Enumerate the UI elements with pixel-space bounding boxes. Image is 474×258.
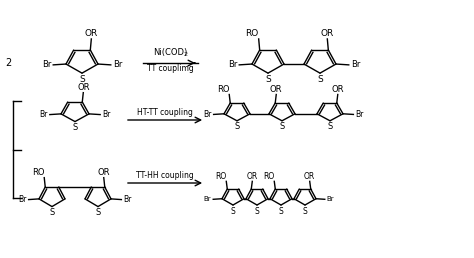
Text: Br: Br bbox=[123, 195, 132, 204]
Text: TT-HH coupling: TT-HH coupling bbox=[136, 171, 194, 180]
Text: 2: 2 bbox=[184, 52, 188, 57]
Text: S: S bbox=[302, 206, 307, 215]
Text: S: S bbox=[265, 75, 271, 84]
Text: RO: RO bbox=[32, 168, 44, 177]
Text: Br: Br bbox=[113, 60, 122, 69]
Text: OR: OR bbox=[246, 172, 258, 181]
Text: Br: Br bbox=[42, 60, 51, 69]
Text: S: S bbox=[95, 208, 100, 217]
Text: S: S bbox=[328, 122, 333, 131]
Text: OR: OR bbox=[270, 85, 283, 94]
Text: Ni(COD): Ni(COD) bbox=[153, 48, 187, 57]
Text: OR: OR bbox=[304, 172, 315, 181]
Text: RO: RO bbox=[217, 85, 229, 94]
Text: S: S bbox=[279, 122, 284, 131]
Text: Br: Br bbox=[351, 60, 360, 69]
Text: OR: OR bbox=[98, 168, 110, 177]
Text: Br: Br bbox=[203, 110, 211, 119]
Text: Br: Br bbox=[356, 110, 364, 119]
Text: Br: Br bbox=[39, 110, 48, 119]
Text: RO: RO bbox=[263, 172, 274, 181]
Text: S: S bbox=[49, 208, 55, 217]
Text: OR: OR bbox=[331, 85, 344, 94]
Text: HT-TT coupling: HT-TT coupling bbox=[137, 108, 193, 117]
Text: Br: Br bbox=[204, 196, 211, 202]
Text: S: S bbox=[231, 206, 236, 215]
Text: OR: OR bbox=[85, 29, 98, 38]
Text: 2: 2 bbox=[5, 58, 11, 68]
Text: S: S bbox=[255, 206, 259, 215]
Text: RO: RO bbox=[246, 29, 259, 38]
Text: OR: OR bbox=[77, 83, 90, 92]
Text: S: S bbox=[234, 122, 240, 131]
Text: S: S bbox=[79, 75, 85, 84]
Text: S: S bbox=[73, 123, 78, 132]
Text: S: S bbox=[279, 206, 283, 215]
Text: Br: Br bbox=[228, 60, 237, 69]
Text: TT couplimg: TT couplimg bbox=[146, 64, 193, 73]
Text: S: S bbox=[317, 75, 323, 84]
Text: Br: Br bbox=[18, 195, 27, 204]
Text: RO: RO bbox=[215, 172, 226, 181]
Text: Br: Br bbox=[327, 196, 334, 202]
Text: OR: OR bbox=[321, 29, 334, 38]
Text: Br: Br bbox=[102, 110, 110, 119]
